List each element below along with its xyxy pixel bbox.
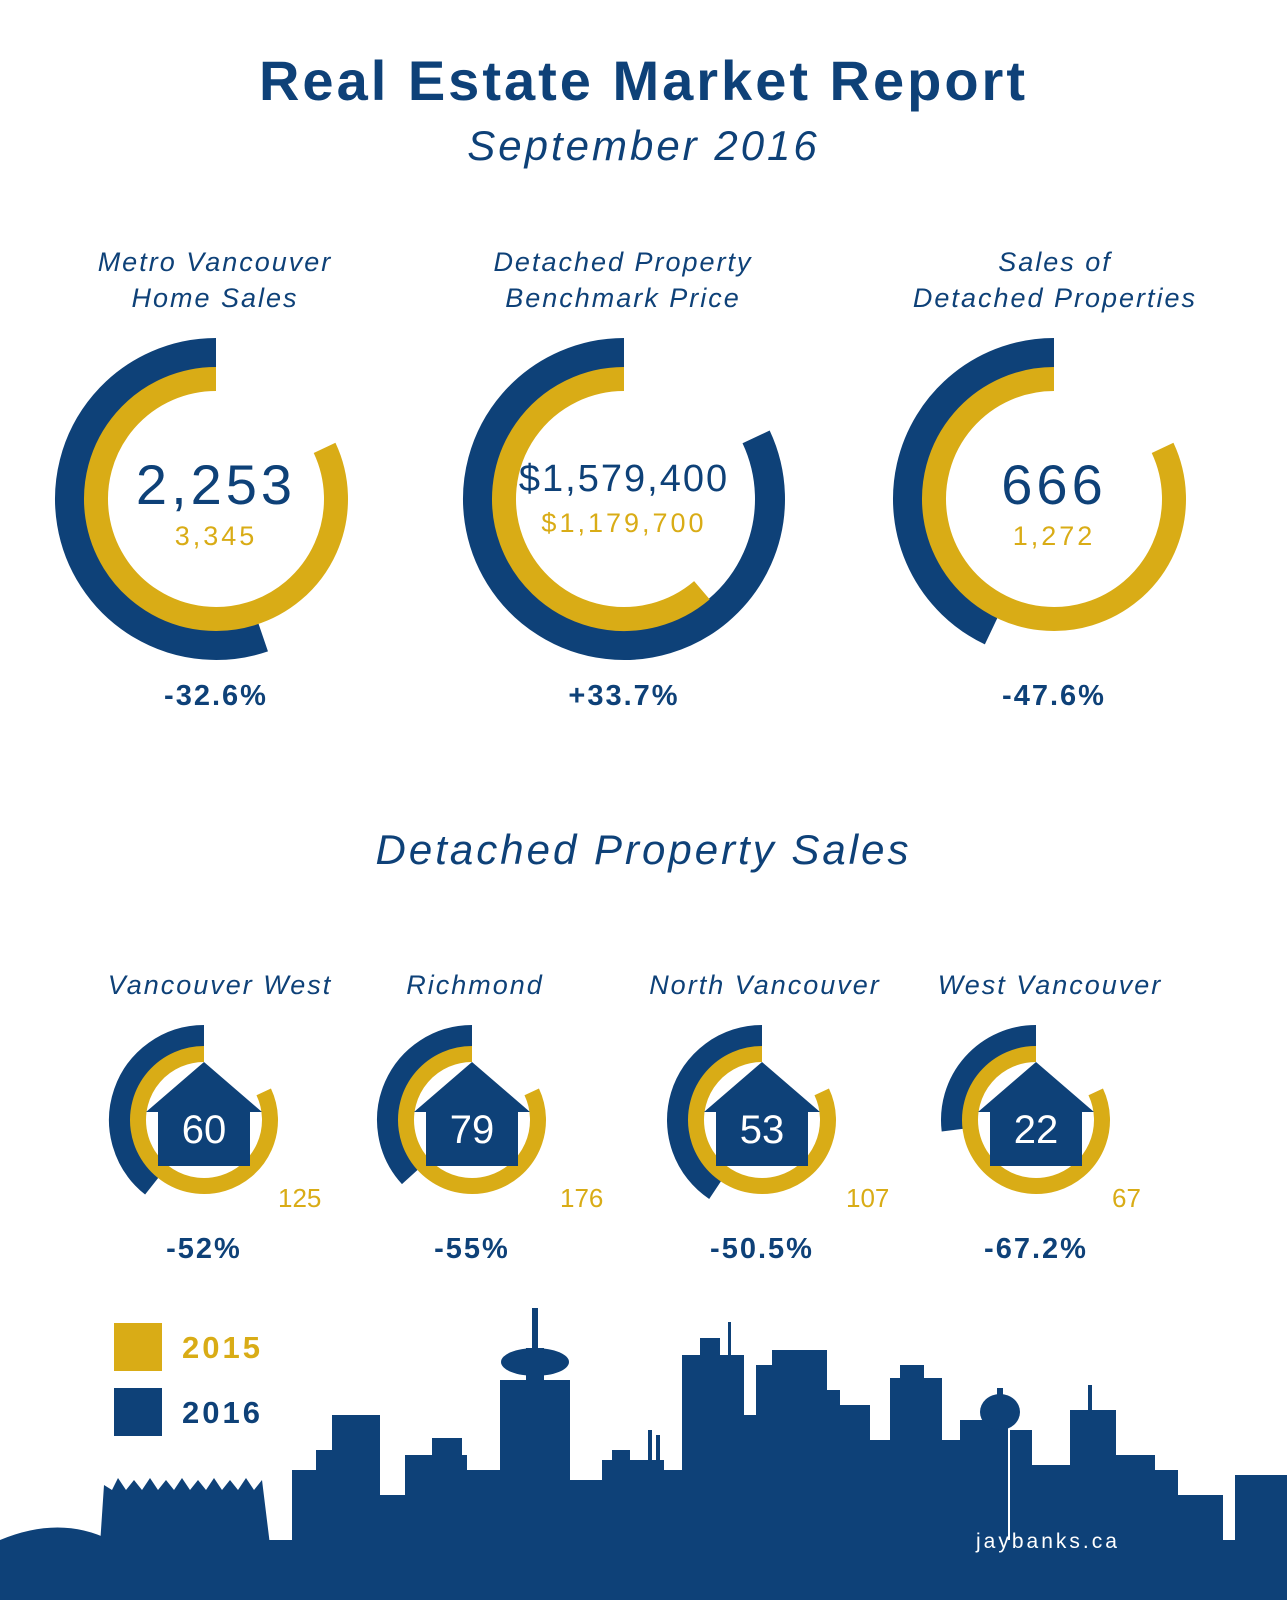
metric-label-line2: Benchmark Price [505,283,741,313]
metric-label-line2: Detached Properties [912,283,1198,313]
metric-value-2016: 2,253 [135,453,297,516]
city-skyline-illustration [0,1308,1287,1600]
section-title: Detached Property Sales [375,826,912,873]
metric-value-2016: 666 [1001,453,1107,516]
region-label-richmond: Richmond [406,970,544,1000]
legend-label-2015: 2015 [182,1330,263,1365]
metric-label-line1: Detached Property [493,247,753,277]
house-icon [414,1062,530,1166]
region-change: -50.5% [710,1233,814,1265]
region-value-2016: 22 [1013,1108,1059,1152]
metric-change: -47.6% [1002,680,1106,712]
legend-label-2016: 2016 [182,1395,263,1430]
region-value-2015: 125 [278,1183,322,1213]
ring-arc-2016 [667,1025,763,1199]
ring-arc-2016 [463,338,785,660]
legend-swatch-2016 [114,1388,162,1436]
region-value-2016: 60 [181,1108,227,1152]
region-change: -67.2% [984,1233,1088,1265]
ring-richmond [377,1025,546,1194]
house-icon [146,1062,262,1166]
credit-text: jaybanks.ca [976,1530,1120,1553]
ring-north-vancouver [667,1025,836,1199]
ring-arc-2015 [492,367,710,631]
report-title: Real Estate Market Report [258,49,1028,112]
report-subtitle: September 2016 [467,122,820,169]
region-label-north-vancouver: North Vancouver [649,970,881,1000]
metric-label-detached-sales: Sales of Detached Properties [850,244,1260,316]
region-value-2015: 67 [1112,1183,1141,1213]
metric-label-line1: Metro Vancouver [97,247,333,277]
metric-label-benchmark-price: Detached Property Benchmark Price [428,244,818,316]
ring-home-sales [55,338,348,660]
metric-value-2016: $1,579,400 [518,458,730,500]
ring-arc-2015 [130,1046,278,1194]
region-label-west-vancouver: West Vancouver [937,970,1163,1000]
metric-change: -32.6% [164,680,268,712]
region-value-2015: 176 [560,1183,604,1213]
ring-arc-2015 [962,1046,1110,1194]
ring-arc-2015 [398,1046,546,1194]
region-change: -55% [434,1233,510,1265]
ring-arc-2016 [55,338,268,660]
metric-change: +33.7% [568,680,680,712]
ring-arc-2016 [377,1025,473,1185]
ring-arc-2015 [84,367,348,631]
legend-swatch-2015 [114,1323,162,1371]
ring-west-vancouver [941,1025,1110,1194]
metric-value-2015: 1,272 [1012,521,1096,551]
metric-label-line2: Home Sales [131,283,299,313]
metric-value-2015: $1,179,700 [541,508,707,538]
metric-value-2015: 3,345 [174,521,258,551]
region-change: -52% [166,1233,242,1265]
ring-benchmark-price [463,338,785,660]
metric-label-line1: Sales of [998,247,1112,277]
ring-arc-2016 [941,1025,1037,1132]
ring-arc-2015 [688,1046,836,1194]
region-label-vancouver-west: Vancouver West [107,970,333,1000]
region-value-2015: 107 [846,1183,890,1213]
ring-arc-2016 [893,338,1055,645]
house-icon [704,1062,820,1166]
ring-detached-sales [893,338,1186,645]
ring-arc-2016 [109,1025,205,1195]
ring-arc-2015 [922,367,1186,631]
region-value-2016: 53 [739,1108,785,1152]
ring-vancouver-west [109,1025,278,1195]
house-icon [978,1062,1094,1166]
metric-label-home-sales: Metro Vancouver Home Sales [20,244,410,316]
region-value-2016: 79 [449,1108,495,1152]
